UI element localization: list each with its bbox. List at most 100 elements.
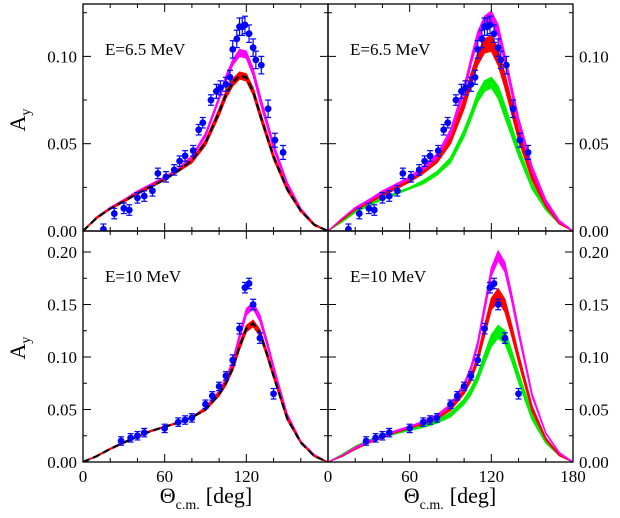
y-axis-label-bottom: Ay bbox=[5, 337, 34, 360]
data-point bbox=[279, 144, 287, 161]
data-point bbox=[471, 69, 479, 85]
marker bbox=[226, 73, 234, 81]
marker bbox=[490, 280, 498, 287]
data-point bbox=[501, 332, 509, 344]
data-point bbox=[502, 55, 510, 75]
data-point bbox=[370, 204, 378, 216]
y-tick-label: 0.10 bbox=[47, 348, 77, 367]
data-point bbox=[245, 277, 253, 290]
data-point bbox=[365, 202, 373, 215]
panel-bottom-left: 0 60 120 0.00 0.05 0.10 0.15 0.20 E=10 MeV bbox=[47, 230, 329, 486]
marker bbox=[434, 147, 442, 155]
marker bbox=[215, 383, 223, 390]
plot-area bbox=[83, 15, 328, 231]
data-point bbox=[426, 415, 434, 425]
series-data-points bbox=[362, 277, 522, 446]
marker bbox=[486, 21, 494, 29]
data-point bbox=[110, 207, 118, 220]
data-point bbox=[249, 38, 257, 57]
data-point bbox=[117, 436, 125, 446]
marker bbox=[222, 80, 230, 88]
data-point bbox=[407, 171, 415, 183]
marker bbox=[474, 356, 482, 364]
marker bbox=[452, 96, 460, 104]
data-point bbox=[202, 399, 209, 410]
data-point bbox=[241, 281, 249, 294]
marker bbox=[252, 56, 260, 64]
series-black-dashed bbox=[83, 74, 328, 231]
data-point bbox=[199, 116, 207, 129]
data-point bbox=[421, 155, 429, 167]
data-point bbox=[217, 80, 224, 96]
marker bbox=[379, 432, 386, 440]
marker bbox=[170, 166, 178, 174]
energy-annotation: E=10 MeV bbox=[105, 267, 182, 286]
marker bbox=[181, 152, 189, 160]
data-point bbox=[394, 185, 401, 197]
marker bbox=[460, 383, 468, 390]
series-data-points bbox=[117, 277, 277, 446]
y-tick-label: 0.00 bbox=[47, 453, 77, 472]
data-point bbox=[154, 167, 162, 180]
marker bbox=[515, 390, 522, 398]
marker bbox=[385, 429, 393, 436]
marker bbox=[140, 429, 148, 436]
marker bbox=[497, 56, 505, 64]
y-tick-label: 0.20 bbox=[579, 243, 609, 262]
series-green-band bbox=[328, 76, 573, 231]
data-point bbox=[245, 24, 253, 44]
data-point bbox=[345, 223, 352, 231]
marker bbox=[467, 372, 475, 380]
marker bbox=[433, 414, 441, 422]
panel-top-left: 0.00 0.05 0.10 E=6.5 MeV bbox=[47, 3, 329, 241]
data-point bbox=[406, 423, 414, 434]
marker bbox=[494, 44, 502, 52]
data-point bbox=[494, 38, 502, 57]
marker bbox=[478, 35, 486, 43]
data-point bbox=[399, 167, 407, 180]
marker bbox=[524, 149, 532, 156]
data-point bbox=[474, 354, 482, 366]
plot-area bbox=[328, 249, 573, 462]
y-tick-label: 0.00 bbox=[47, 222, 77, 241]
data-point bbox=[426, 150, 434, 162]
series-data-points bbox=[345, 15, 532, 231]
data-point bbox=[176, 155, 184, 167]
marker bbox=[140, 192, 148, 200]
marker bbox=[249, 301, 257, 308]
axes-frame bbox=[327, 230, 574, 463]
x-axis-label-right-unit: [deg] bbox=[450, 483, 496, 508]
data-point bbox=[509, 99, 517, 119]
data-point bbox=[419, 417, 427, 427]
data-point bbox=[362, 436, 370, 446]
marker bbox=[426, 152, 434, 160]
data-point bbox=[174, 417, 182, 427]
data-point bbox=[490, 24, 498, 44]
energy-annotation: E=10 MeV bbox=[350, 267, 427, 286]
data-point bbox=[233, 29, 241, 49]
y-axis-label-top-sub: y bbox=[19, 109, 34, 116]
x-axis-label-left-unit: [deg] bbox=[206, 483, 252, 508]
marker bbox=[279, 149, 287, 156]
marker bbox=[149, 187, 156, 195]
y-tick-label: 0.05 bbox=[579, 135, 609, 154]
x-axis-label-right-sub: c.m. bbox=[420, 498, 444, 513]
marker bbox=[207, 96, 215, 104]
marker bbox=[208, 392, 216, 400]
series-red-band bbox=[83, 71, 328, 231]
data-point bbox=[481, 322, 488, 335]
marker bbox=[125, 206, 133, 214]
data-point bbox=[252, 50, 260, 70]
marker bbox=[421, 157, 429, 165]
y-tick-label: 0.15 bbox=[47, 296, 77, 315]
x-axis-label-right-main: Θ bbox=[404, 483, 420, 508]
marker bbox=[241, 21, 249, 29]
marker bbox=[117, 437, 125, 445]
y-tick-label: 0.00 bbox=[579, 222, 609, 241]
marker bbox=[161, 425, 169, 432]
data-point bbox=[452, 94, 460, 106]
marker bbox=[188, 414, 196, 422]
data-point bbox=[241, 15, 249, 35]
marker bbox=[229, 46, 237, 53]
marker bbox=[100, 225, 107, 231]
